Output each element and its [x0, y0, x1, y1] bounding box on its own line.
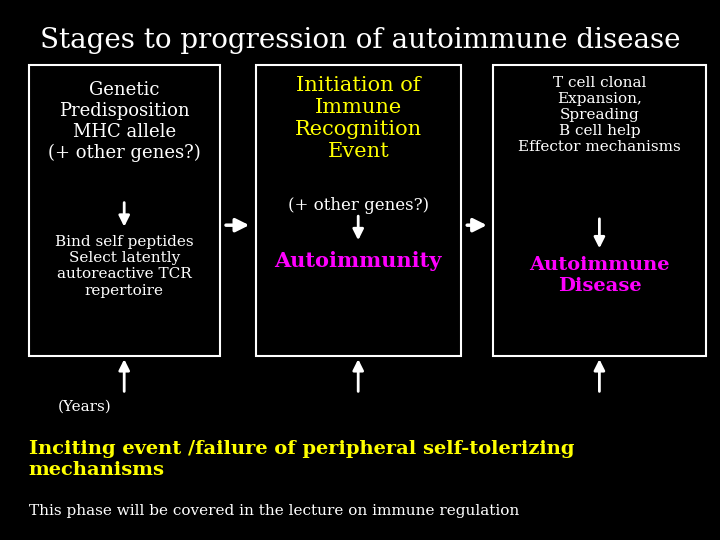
Text: Stages to progression of autoimmune disease: Stages to progression of autoimmune dise… [40, 27, 680, 54]
Text: T cell clonal
Expansion,
Spreading
B cell help
Effector mechanisms: T cell clonal Expansion, Spreading B cel… [518, 76, 681, 154]
Bar [256, 65, 461, 356]
Text: (+ other genes?): (+ other genes?) [287, 197, 429, 214]
Text: Bind self peptides
Select latently
autoreactive TCR
repertoire: Bind self peptides Select latently autor… [55, 235, 194, 298]
Text: Autoimmune
Disease: Autoimmune Disease [529, 256, 670, 295]
Text: (Years): (Years) [58, 400, 112, 414]
Text: Autoimmunity: Autoimmunity [274, 251, 442, 271]
Text: Inciting event /failure of peripheral self-tolerizing
mechanisms: Inciting event /failure of peripheral se… [29, 440, 575, 479]
Text: This phase will be covered in the lecture on immune regulation: This phase will be covered in the lectur… [29, 504, 519, 518]
Text: Initiation of
Immune
Recognition
Event: Initiation of Immune Recognition Event [294, 76, 422, 160]
Bar [493, 65, 706, 356]
Bar [29, 65, 220, 356]
Text: Genetic
Predisposition
MHC allele
(+ other genes?): Genetic Predisposition MHC allele (+ oth… [48, 81, 201, 161]
